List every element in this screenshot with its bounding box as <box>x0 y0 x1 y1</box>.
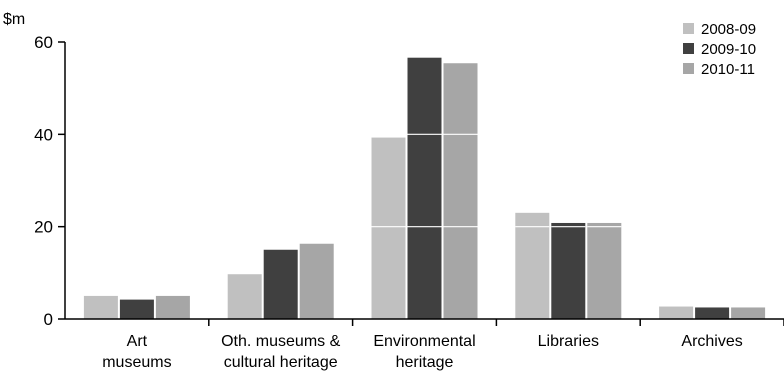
category-label: cultural heritage <box>224 354 338 371</box>
bar <box>515 212 550 319</box>
bars-group <box>83 57 766 320</box>
category-label: Art <box>127 333 148 350</box>
legend-swatch <box>683 63 694 74</box>
bar <box>731 307 766 319</box>
bar <box>695 307 730 319</box>
category-label: Libraries <box>538 333 599 350</box>
category-label: Archives <box>681 333 742 350</box>
legend-swatch <box>683 43 694 54</box>
legend-label: 2009-10 <box>701 41 756 58</box>
bar <box>263 249 298 319</box>
bar <box>443 63 478 320</box>
bar <box>551 222 586 319</box>
category-label: heritage <box>396 354 454 371</box>
y-tick-label: 40 <box>34 125 53 144</box>
x-axis-ticks <box>208 319 784 326</box>
bar <box>227 274 262 319</box>
bar <box>371 137 406 319</box>
y-tick-label: 60 <box>34 33 53 52</box>
legend-swatch <box>683 23 694 34</box>
bar <box>407 57 442 320</box>
bar <box>659 306 694 319</box>
category-labels: Art museums Oth. museums & cultural heritag… <box>102 333 743 371</box>
bar <box>587 222 622 319</box>
y-tick-label: 20 <box>34 218 53 237</box>
y-tick-label: 0 <box>44 310 53 329</box>
bar <box>83 295 118 319</box>
legend-label: 2008-09 <box>701 21 756 38</box>
legend-label: 2010-11 <box>701 61 755 78</box>
category-label: museums <box>102 354 171 371</box>
category-label: Oth. museums & <box>221 333 340 350</box>
category-label: Environmental <box>373 333 475 350</box>
legend: 2008-09 2009-10 2010-11 <box>683 21 756 78</box>
y-axis-ticks: 0 20 40 60 <box>34 33 65 329</box>
y-axis-unit-label: $m <box>3 11 25 28</box>
bar <box>119 299 154 319</box>
bar <box>155 295 190 319</box>
bar <box>299 243 334 319</box>
